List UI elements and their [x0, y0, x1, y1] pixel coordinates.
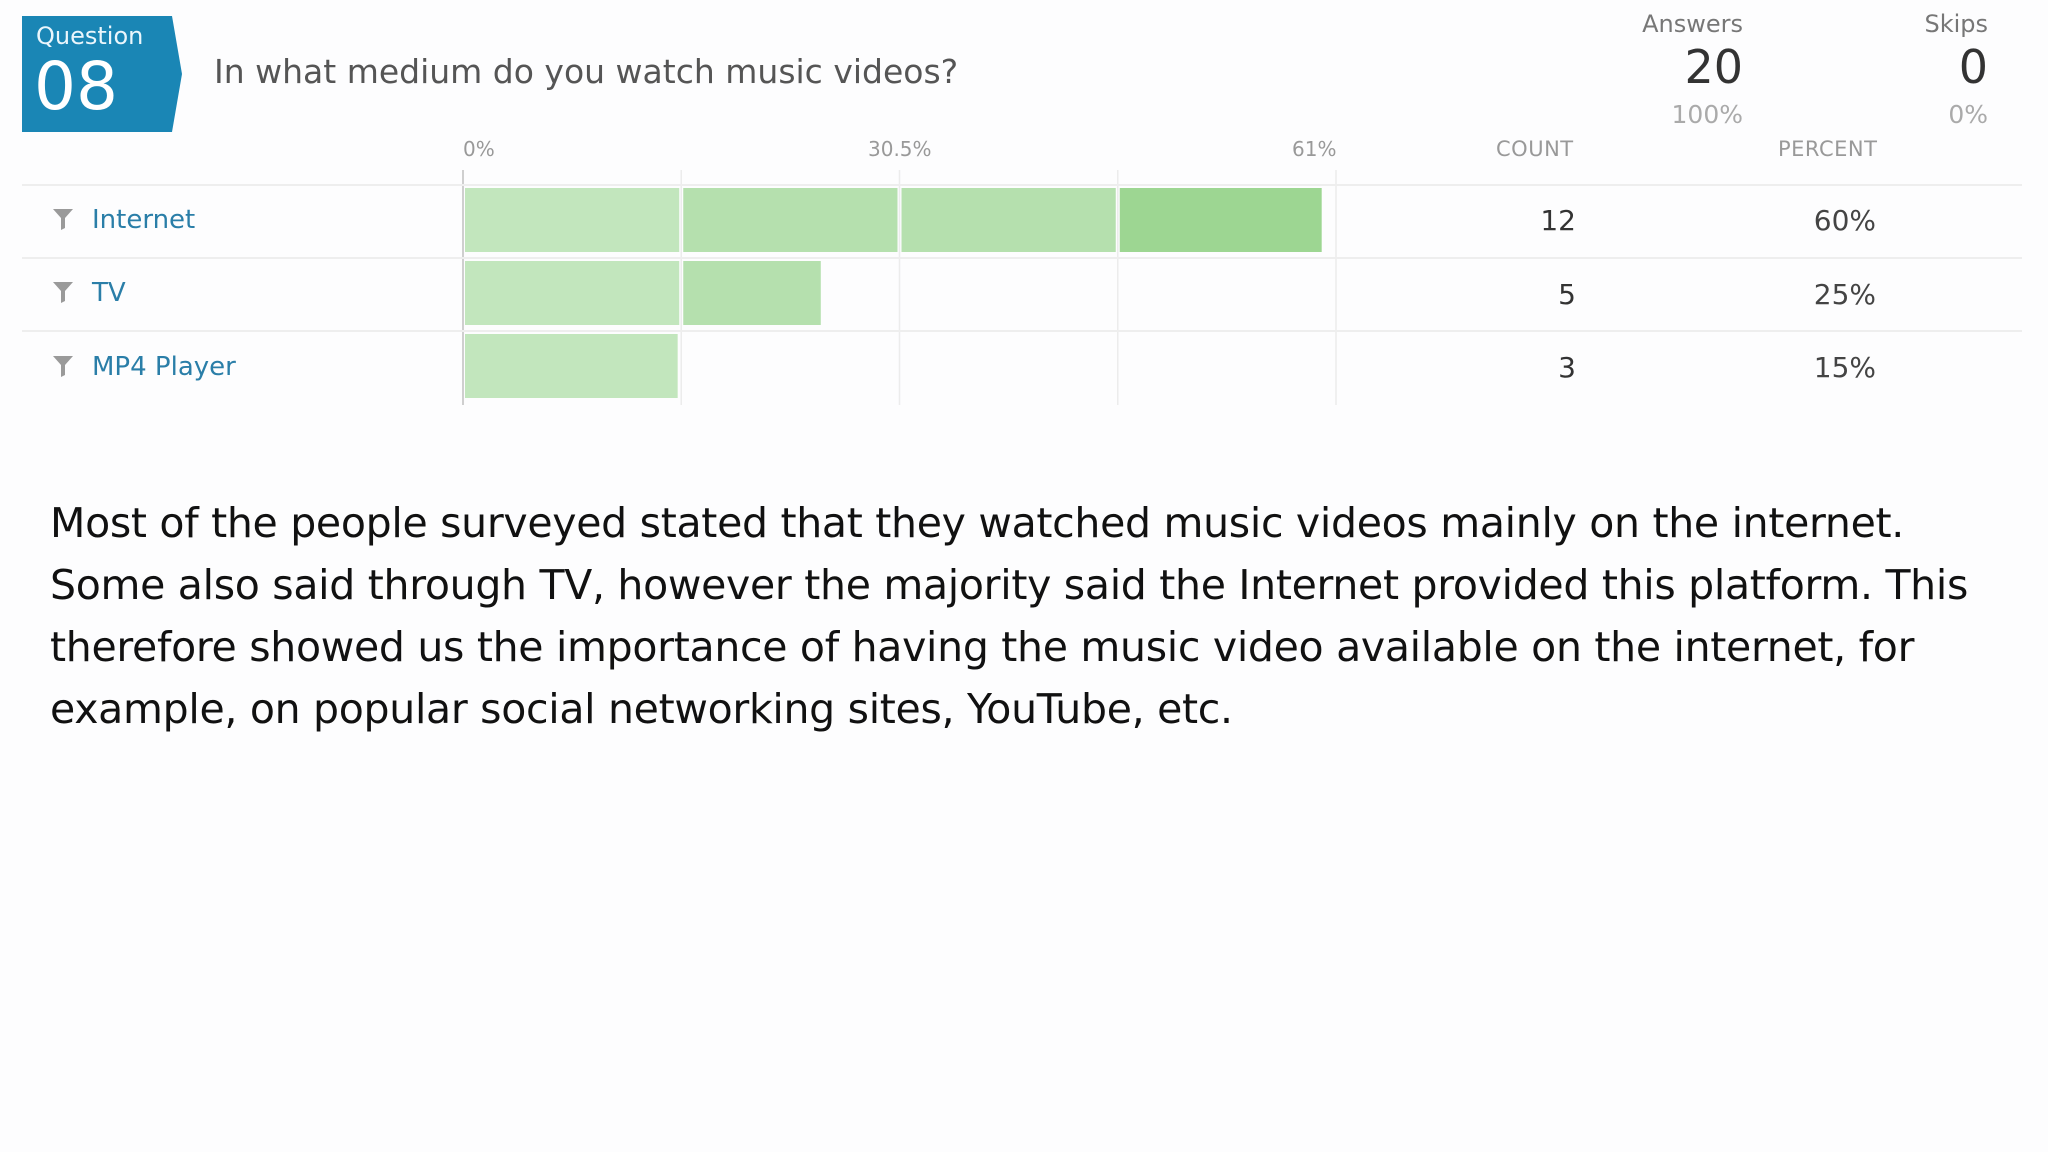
count-cell: 3 [1558, 351, 1576, 384]
bar-segment [465, 261, 680, 325]
axis-tick-label: 61% [1292, 137, 1337, 161]
skips-label: Skips [1924, 10, 1988, 38]
skips-value: 0 [1958, 40, 1988, 94]
skips-percent: 0% [1948, 100, 1988, 129]
axis-tick-label: 0% [463, 137, 495, 161]
percent-column-header: PERCENT [1778, 137, 1878, 161]
row-label-tv[interactable]: TV [92, 278, 126, 308]
row-divider [22, 184, 2022, 186]
answers-percent: 100% [1671, 100, 1743, 129]
question-title: In what medium do you watch music videos… [214, 52, 959, 91]
summary-paragraph: Most of the people surveyed stated that … [50, 499, 1969, 733]
bar-chart [462, 170, 1337, 405]
bar-segment [465, 334, 678, 398]
row-divider [22, 330, 2022, 332]
row-label-internet[interactable]: Internet [92, 205, 196, 235]
row-label-mp4-player[interactable]: MP4 Player [92, 352, 236, 382]
skips-stat: Skips 0 0% [1924, 10, 1988, 129]
bar-tv[interactable] [465, 261, 821, 325]
question-label: Question [36, 22, 144, 50]
answers-label: Answers [1642, 10, 1743, 38]
filter-icon[interactable] [52, 280, 74, 304]
row-divider [22, 257, 2022, 259]
filter-icon[interactable] [52, 207, 74, 231]
percent-cell: 60% [1813, 204, 1876, 237]
bar-internet[interactable] [465, 188, 1322, 252]
count-cell: 12 [1540, 204, 1576, 237]
bar-segment [683, 261, 821, 325]
percent-cell: 15% [1813, 351, 1876, 384]
question-badge: Question 08 [22, 16, 182, 132]
question-number: 08 [34, 48, 118, 125]
count-cell: 5 [1558, 278, 1576, 311]
bar-mp4-player[interactable] [465, 334, 678, 398]
bar-segment [901, 188, 1116, 252]
bar-segment [465, 188, 680, 252]
bar-segment [1119, 188, 1322, 252]
filter-icon[interactable] [52, 354, 74, 378]
answers-stat: Answers 20 100% [1642, 10, 1743, 129]
count-column-header: COUNT [1496, 137, 1574, 161]
answers-value: 20 [1684, 40, 1743, 94]
percent-cell: 25% [1813, 278, 1876, 311]
axis-tick-label: 30.5% [868, 137, 932, 161]
bar-segment [683, 188, 898, 252]
